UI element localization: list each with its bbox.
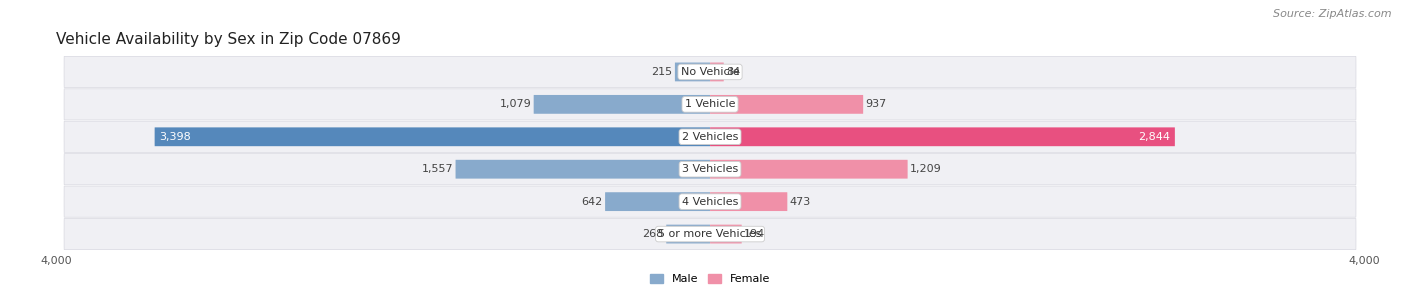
FancyBboxPatch shape [710, 160, 908, 179]
FancyBboxPatch shape [710, 225, 742, 244]
Text: 84: 84 [727, 67, 741, 77]
FancyBboxPatch shape [710, 62, 724, 81]
FancyBboxPatch shape [710, 95, 863, 114]
FancyBboxPatch shape [675, 62, 710, 81]
Text: 5 or more Vehicles: 5 or more Vehicles [658, 229, 762, 239]
Text: 1,557: 1,557 [422, 164, 453, 174]
Text: 3 Vehicles: 3 Vehicles [682, 164, 738, 174]
FancyBboxPatch shape [65, 121, 1355, 152]
FancyBboxPatch shape [710, 127, 1175, 146]
FancyBboxPatch shape [710, 192, 787, 211]
Text: Vehicle Availability by Sex in Zip Code 07869: Vehicle Availability by Sex in Zip Code … [56, 32, 401, 47]
FancyBboxPatch shape [666, 225, 710, 244]
Text: 2,844: 2,844 [1137, 132, 1170, 142]
Text: 3,398: 3,398 [159, 132, 191, 142]
Text: No Vehicle: No Vehicle [681, 67, 740, 77]
FancyBboxPatch shape [65, 218, 1355, 250]
Text: 4 Vehicles: 4 Vehicles [682, 197, 738, 207]
Text: 937: 937 [866, 99, 887, 109]
Text: 215: 215 [651, 67, 672, 77]
FancyBboxPatch shape [65, 89, 1355, 120]
Text: 1 Vehicle: 1 Vehicle [685, 99, 735, 109]
FancyBboxPatch shape [605, 192, 710, 211]
FancyBboxPatch shape [65, 186, 1355, 217]
Text: Source: ZipAtlas.com: Source: ZipAtlas.com [1274, 9, 1392, 19]
Text: 642: 642 [582, 197, 603, 207]
Text: 473: 473 [790, 197, 811, 207]
FancyBboxPatch shape [65, 154, 1355, 185]
FancyBboxPatch shape [155, 127, 710, 146]
FancyBboxPatch shape [65, 56, 1355, 88]
FancyBboxPatch shape [456, 160, 710, 179]
FancyBboxPatch shape [534, 95, 710, 114]
Text: 268: 268 [643, 229, 664, 239]
Legend: Male, Female: Male, Female [645, 269, 775, 289]
Text: 1,209: 1,209 [910, 164, 942, 174]
Text: 194: 194 [744, 229, 765, 239]
Text: 1,079: 1,079 [499, 99, 531, 109]
Text: 2 Vehicles: 2 Vehicles [682, 132, 738, 142]
